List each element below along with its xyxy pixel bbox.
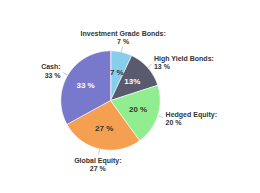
- svg-text:Cash:33 %: Cash:33 %: [41, 63, 61, 78]
- svg-text:High Yield Bonds:13 %: High Yield Bonds:13 %: [154, 55, 214, 70]
- svg-text:Investment Grade Bonds:7 %: Investment Grade Bonds:7 %: [81, 30, 166, 45]
- svg-text:20 %: 20 %: [129, 105, 147, 114]
- svg-text:Hedged Equity:20 %: Hedged Equity:20 %: [166, 111, 217, 126]
- svg-text:27 %: 27 %: [95, 124, 113, 133]
- svg-text:7 %: 7 %: [110, 68, 124, 77]
- svg-text:13%: 13%: [124, 77, 140, 86]
- svg-text:33 %: 33 %: [76, 81, 94, 90]
- svg-text:Global Equity:27 %: Global Equity:27 %: [74, 157, 121, 172]
